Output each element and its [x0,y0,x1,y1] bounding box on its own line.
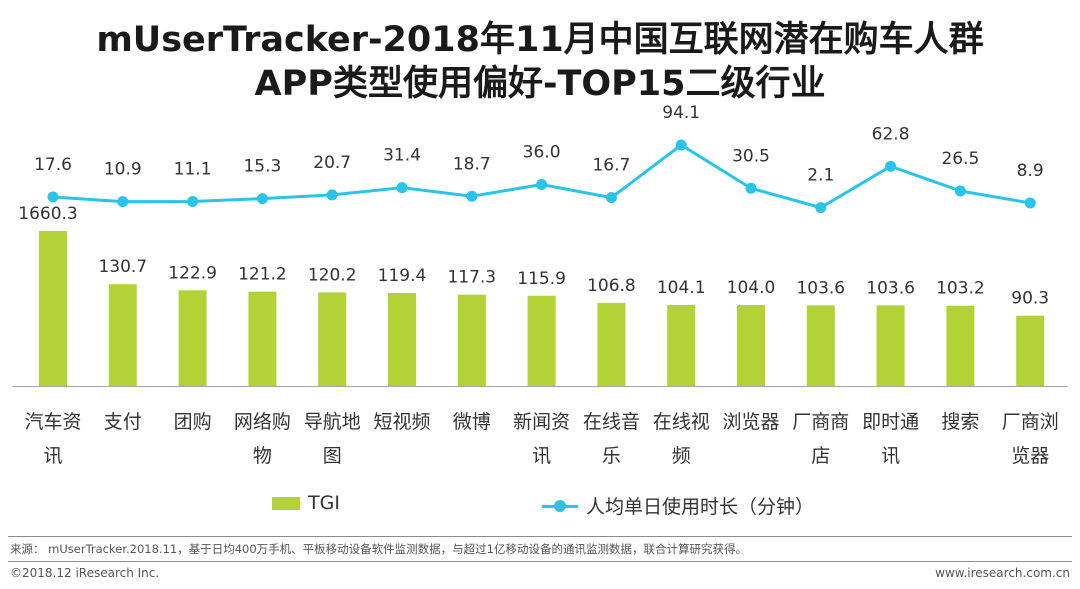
line-value-label-13: 26.5 [941,149,979,169]
line-point-1 [117,196,129,208]
x-tick-label-12-0: 即时通 [862,411,919,433]
line-value-label-11: 2.1 [807,166,834,186]
line-value-label-7: 36.0 [523,143,561,163]
bar-tgi-0 [39,231,67,386]
x-tick-label-4-1: 图 [323,445,342,467]
bar-tgi-12 [876,305,905,386]
bar-value-label-12: 103.6 [866,278,915,298]
bar-tgi-11 [806,305,835,386]
bar-value-label-0: 1660.3 [18,204,77,224]
bar-tgi-14 [1016,315,1045,386]
x-tick-label-0-1: 讯 [43,445,62,467]
legend-label-tgi: TGI [308,492,340,514]
bar-value-label-11: 103.6 [796,278,845,298]
bar-value-label-13: 103.2 [936,279,985,299]
legend-label-duration: 人均单日使用时长（分钟） [586,496,815,518]
line-point-2 [187,195,199,207]
line-point-7 [536,179,548,191]
bar-tgi-1 [108,284,137,386]
bar-value-label-3: 121.2 [238,265,287,285]
line-point-8 [605,192,617,204]
bar-value-label-2: 122.9 [168,263,217,283]
bar-value-label-14: 90.3 [1011,289,1049,309]
bar-value-label-8: 106.8 [587,276,636,296]
line-value-label-10: 30.5 [732,146,770,166]
line-point-0 [47,191,59,203]
bar-value-label-1: 130.7 [98,257,147,277]
x-tick-label-7-0: 新闻资 [513,411,570,433]
bar-tgi-8 [597,302,626,386]
line-point-13 [954,185,966,197]
bar-value-label-6: 117.3 [447,268,496,288]
x-tick-label-14-0: 厂商浏 [1002,411,1059,433]
footer-divider-bottom [8,561,1072,562]
bar-value-label-4: 120.2 [308,265,357,285]
chart-title-line-2: APP类型使用偏好-TOP15二级行业 [254,64,826,104]
line-point-3 [256,193,268,205]
line-point-11 [815,202,827,214]
legend-swatch-line [542,499,578,513]
bar-tgi-7 [527,295,556,386]
x-tick-label-8-1: 乐 [602,445,621,467]
line-value-label-12: 62.8 [872,124,910,144]
line-value-label-6: 18.7 [453,154,491,174]
line-value-label-3: 15.3 [243,157,281,177]
line-point-12 [885,160,897,172]
x-tick-label-3-1: 物 [253,445,272,467]
x-tick-label-9-0: 在线视 [653,411,710,433]
line-value-label-1: 10.9 [104,160,142,180]
legend-swatch-bar [272,496,300,510]
bar-tgi-4 [318,292,347,386]
line-value-label-0: 17.6 [34,155,72,175]
line-value-label-8: 16.7 [592,156,630,176]
chart-title-line-1: mUserTracker-2018年11月中国互联网潜在购车人群 [96,20,984,60]
line-value-label-2: 11.1 [174,159,212,179]
x-tick-label-12-1: 讯 [881,445,900,467]
x-tick-label-10-0: 浏览器 [722,411,779,433]
legend-item-duration: 人均单日使用时长（分钟） [542,492,814,519]
bar-tgi-10 [737,305,765,386]
website: www.iresearch.com.cn [935,566,1070,580]
legend-item-tgi: TGI [272,492,340,514]
bar-tgi-5 [388,293,416,386]
x-tick-label-11-0: 厂商商 [792,411,849,433]
x-tick-label-6-0: 微博 [453,411,491,433]
line-value-label-14: 8.9 [1017,161,1044,181]
bar-tgi-3 [248,291,277,386]
x-tick-label-1-0: 支付 [104,411,142,433]
line-point-10 [745,182,757,194]
x-tick-label-4-0: 导航地 [304,411,361,433]
line-value-label-4: 20.7 [313,153,351,173]
line-value-label-5: 31.4 [383,146,421,166]
x-tick-label-7-1: 讯 [532,445,551,467]
x-tick-label-11-1: 店 [811,445,830,467]
bar-tgi-2 [178,290,207,386]
line-point-6 [466,190,478,202]
combo-chart: 1660.3 130.7 122.9 121.2 120.2 119.4 117.3 115.… [12,103,1068,467]
bar-tgi-13 [946,305,975,386]
line-point-9 [675,139,687,151]
x-tick-label-3-0: 网络购 [234,411,291,433]
bar-value-label-5: 119.4 [378,266,427,286]
line-point-14 [1024,197,1036,209]
x-tick-label-0-0: 汽车资 [24,411,81,433]
x-tick-label-9-1: 频 [672,445,691,467]
x-tick-label-8-0: 在线音 [583,411,640,433]
bar-tgi-9 [667,304,696,386]
footer-divider-top [8,536,1072,537]
copyright: ©2018.12 iResearch Inc. [10,566,160,580]
line-value-label-9: 94.1 [662,103,700,123]
line-point-5 [396,182,408,194]
bar-value-label-9: 104.1 [657,278,706,298]
bar-tgi-6 [457,294,486,386]
x-tick-label-5-0: 短视频 [373,411,430,433]
bar-value-label-10: 104.0 [727,278,776,298]
x-tick-label-2-0: 团购 [174,411,212,433]
bar-value-label-7: 115.9 [517,269,566,289]
source-note: 来源： mUserTracker.2018.11，基于日均400万手机、平板移动… [10,542,747,556]
x-tick-label-13-0: 搜索 [941,411,979,433]
x-tick-label-14-1: 览器 [1011,445,1049,467]
line-point-4 [326,189,338,201]
